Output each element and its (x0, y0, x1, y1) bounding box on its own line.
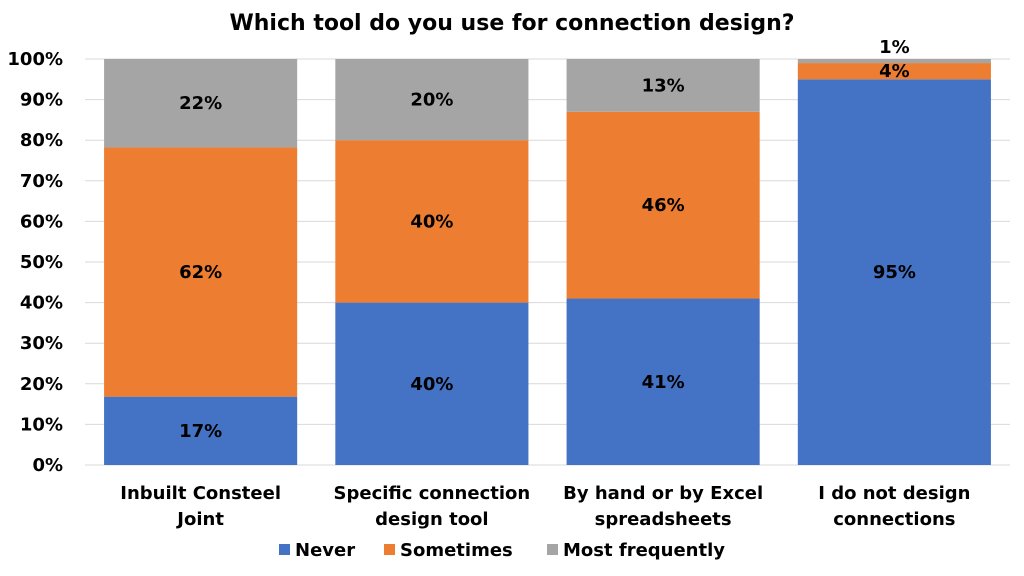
data-label: 62% (179, 262, 222, 283)
y-tick-label: 90% (20, 90, 63, 111)
bar-segment (566, 111, 760, 299)
category-label: I do not design (818, 483, 970, 504)
data-label: 46% (642, 195, 685, 216)
bar-segment (335, 140, 529, 303)
bar-segment (797, 63, 991, 80)
data-label: 41% (642, 372, 685, 393)
category-label: Specific connection (334, 483, 531, 504)
bar-segment (104, 59, 298, 148)
bar-segment (566, 298, 760, 465)
y-tick-label: 0% (32, 455, 63, 476)
bar-segment (797, 79, 991, 466)
y-tick-label: 100% (7, 49, 63, 70)
y-tick-label: 10% (20, 414, 63, 435)
bar-segment (104, 396, 298, 465)
data-label: 40% (410, 211, 453, 232)
category-label: connections (833, 509, 955, 530)
bar-segment (335, 59, 529, 141)
chart-title: Which tool do you use for connection des… (229, 11, 794, 36)
bar-segment (335, 302, 529, 465)
legend-label: Sometimes (400, 540, 513, 561)
bar-segment (566, 59, 760, 112)
data-label: 22% (179, 93, 222, 114)
legend-swatch (279, 544, 290, 555)
y-tick-label: 40% (20, 293, 63, 314)
data-label: 13% (642, 75, 685, 96)
category-label: Inbuilt Consteel (120, 483, 281, 504)
category-label: Joint (175, 509, 224, 530)
legend-label: Never (295, 540, 355, 561)
y-tick-label: 70% (20, 171, 63, 192)
data-label: 4% (879, 61, 910, 82)
bars: 17% 62% 22% 40% 40% 20% 41% 46% 13% 95% 4% 1% (104, 37, 991, 466)
y-tick-label: 20% (20, 374, 63, 395)
data-label: 20% (410, 90, 453, 111)
legend-swatch (547, 544, 558, 555)
legend-swatch (384, 544, 395, 555)
bar-segment (797, 59, 991, 64)
y-tick-label: 30% (20, 333, 63, 354)
data-label: 17% (179, 421, 222, 442)
y-tick-label: 50% (20, 252, 63, 273)
category-label: design tool (375, 509, 488, 530)
y-tick-label: 80% (20, 130, 63, 151)
data-label: 1% (879, 37, 910, 58)
data-label: 95% (873, 262, 916, 283)
y-tick-label: 60% (20, 211, 63, 232)
bar-segment (104, 147, 298, 397)
category-label: By hand or by Excel (563, 483, 763, 504)
legend-label: Most frequently (563, 540, 725, 561)
y-axis: 0% 10% 20% 30% 40% 50% 60% 70% 80% 90% 100% (7, 49, 63, 476)
data-label: 40% (410, 374, 453, 395)
legend: Never Sometimes Most frequently (279, 540, 725, 561)
category-label: spreadsheets (595, 509, 732, 530)
x-axis: Inbuilt Consteel Joint Specific connection… (120, 483, 970, 530)
